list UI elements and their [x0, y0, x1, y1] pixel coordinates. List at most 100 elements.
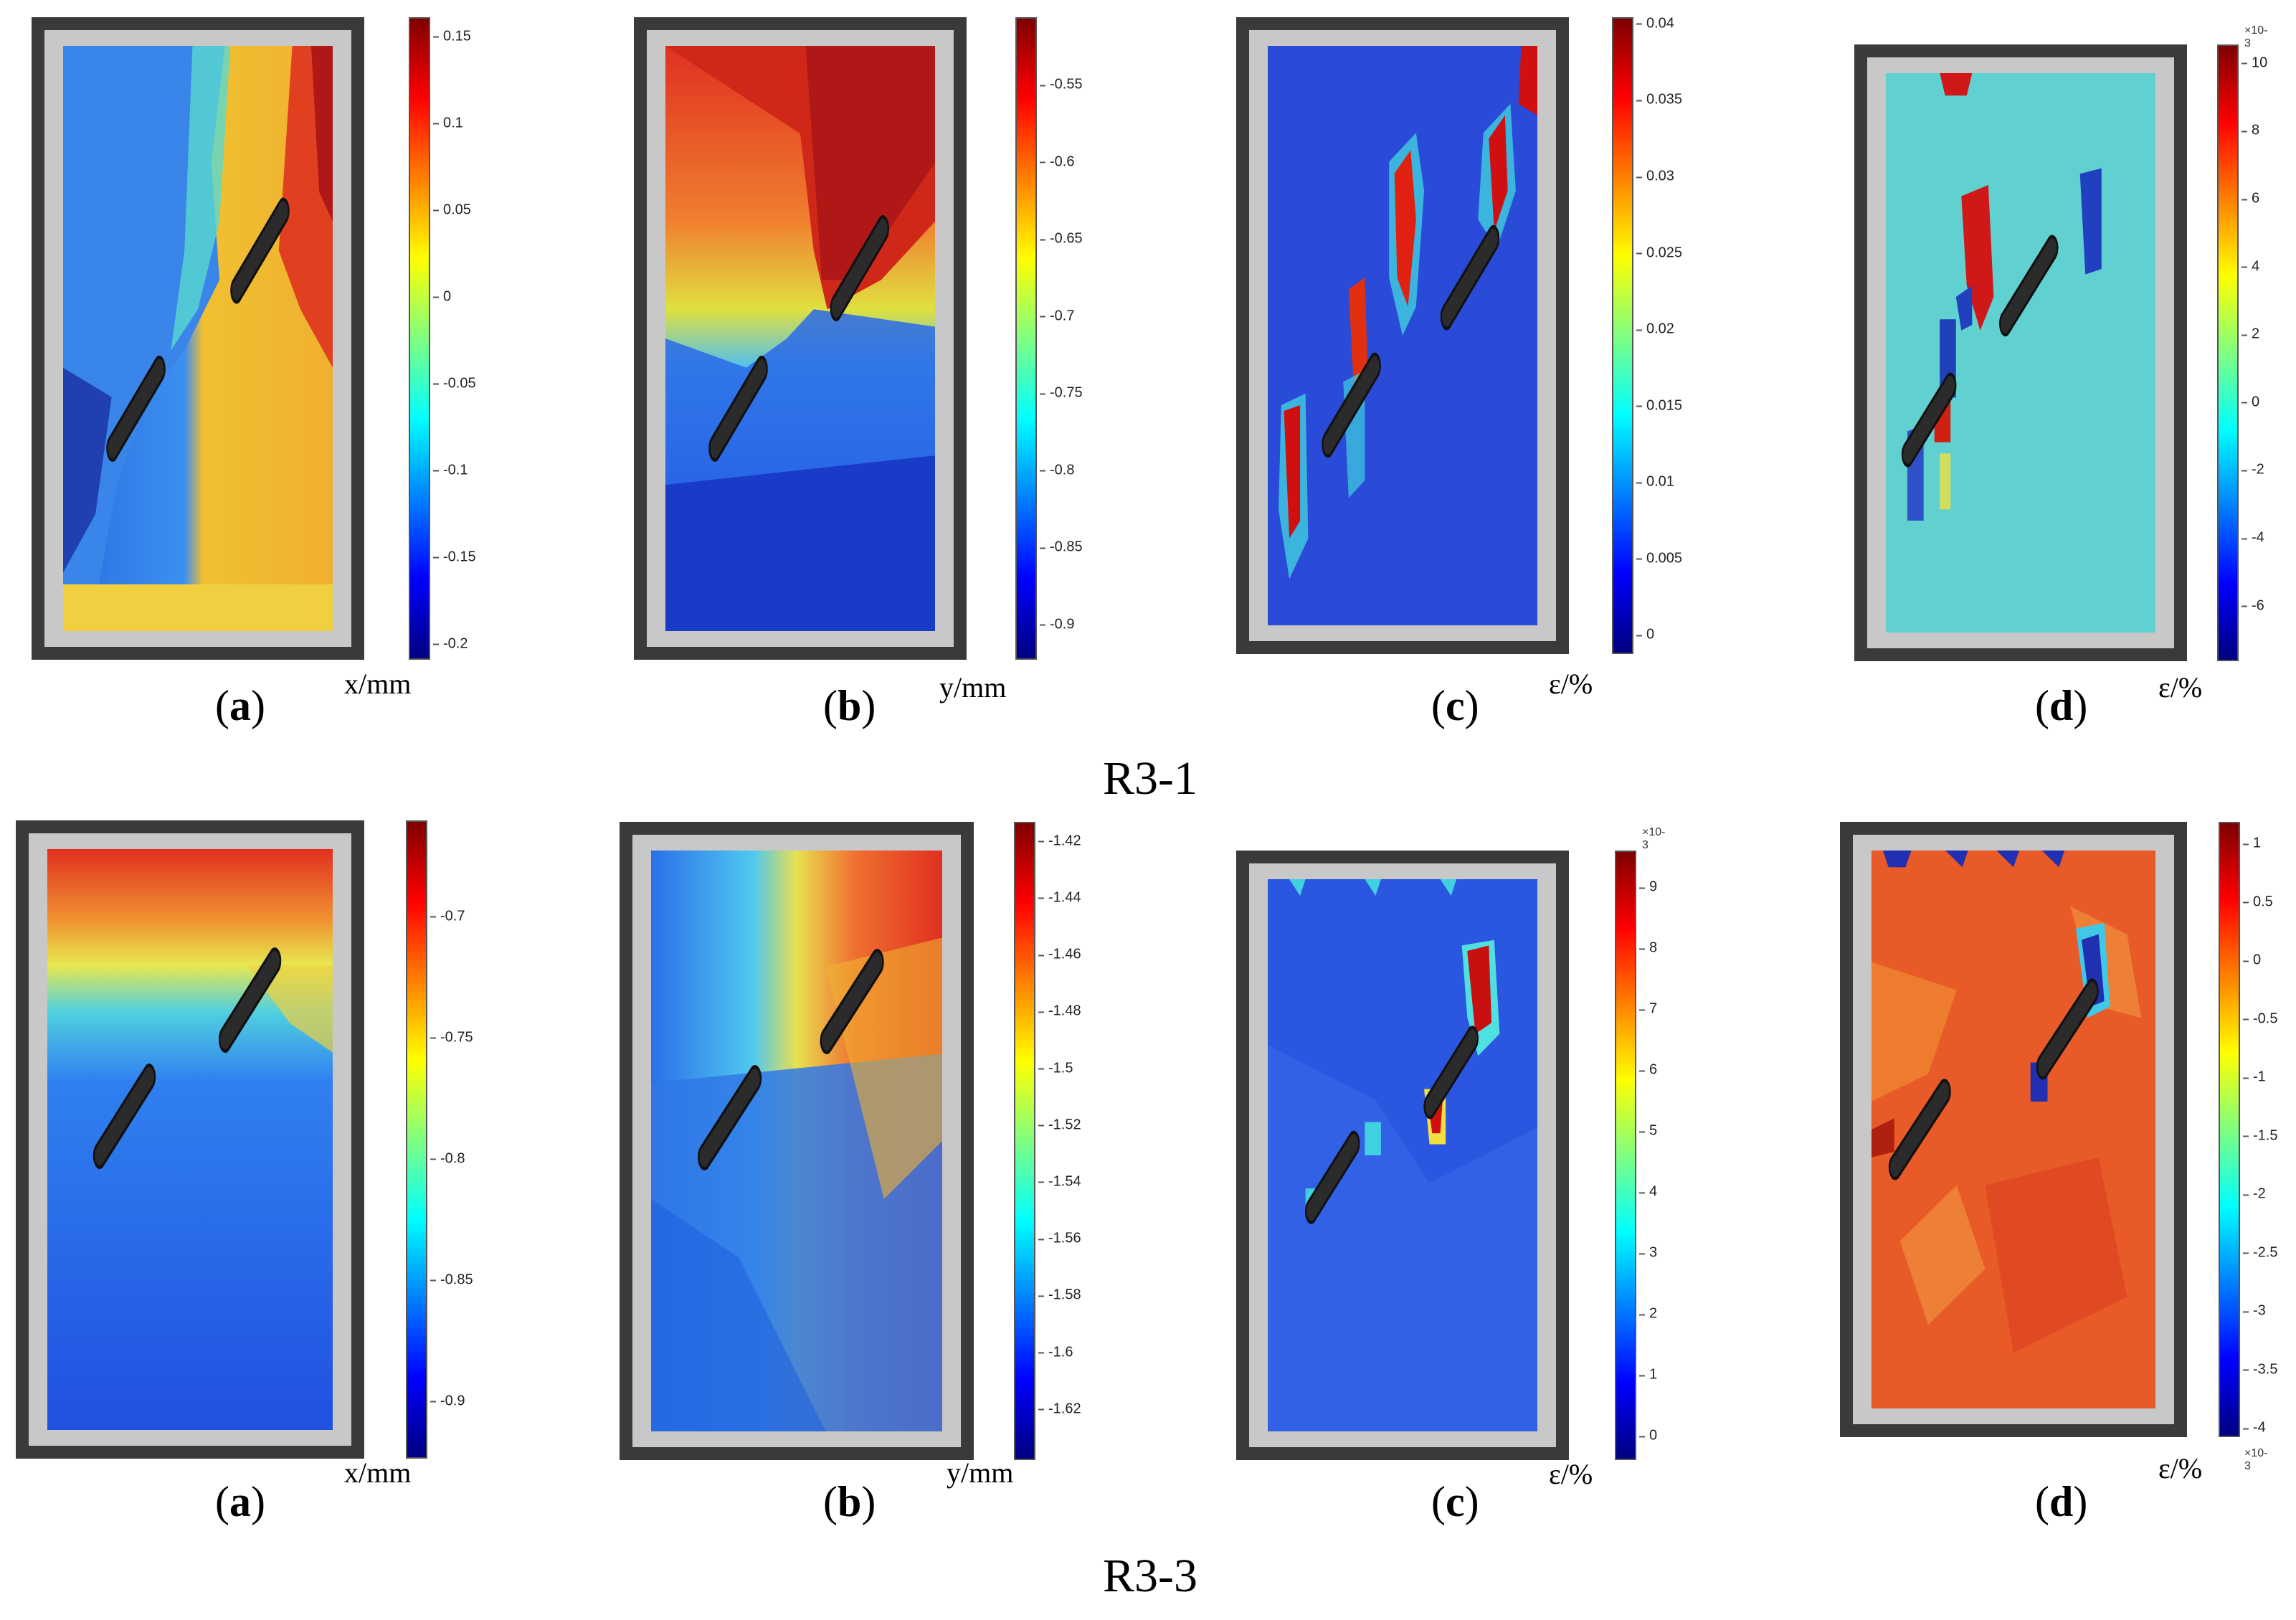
tick-label: 0	[2241, 394, 2260, 410]
r2d-unit: ε/%	[2158, 1452, 2203, 1484]
tick-label: 1	[1638, 1366, 1658, 1383]
tick-label: -4	[2242, 529, 2264, 546]
tick-label: 0.035	[1636, 91, 1683, 108]
r1d-label: (d)	[2035, 682, 2088, 729]
r2d-multiplier: ×10-3	[2244, 1447, 2268, 1472]
tick-label: 0.04	[1636, 15, 1674, 32]
tick-label: -0.9	[430, 1393, 465, 1409]
tick-label: 0.1	[433, 115, 463, 131]
r1d-unit: ε/%	[2158, 671, 2203, 704]
tick-label: -0.9	[1039, 616, 1075, 633]
tick-label: 6	[1638, 1061, 1658, 1078]
tick-label: 4	[1638, 1183, 1658, 1200]
r2a-label: (a)	[215, 1478, 265, 1525]
r2d-specimen-image	[1840, 822, 2187, 1437]
tick-label: 0.01	[1636, 473, 1674, 490]
r2b-label: (b)	[823, 1478, 876, 1525]
tick-label: 2	[2241, 326, 2260, 342]
r2b-unit: y/mm	[947, 1456, 1014, 1489]
r1b-specimen-image	[634, 17, 967, 660]
r2d-label: (d)	[2035, 1478, 2088, 1525]
tick-label: -2.5	[2242, 1244, 2278, 1261]
tick-label: -1.54	[1038, 1173, 1081, 1190]
tick-label: -2	[2242, 461, 2264, 478]
r1d-colorbar	[2217, 44, 2239, 661]
tick-label: 4	[2241, 258, 2260, 275]
tick-label: -2	[2243, 1185, 2266, 1202]
tick-label: 0	[1638, 1427, 1658, 1444]
tick-label: -1.52	[1038, 1117, 1081, 1133]
tick-label: -0.7	[430, 908, 465, 924]
tick-label: 1	[2242, 835, 2262, 851]
tick-label: -4	[2243, 1419, 2266, 1436]
tick-label: -1.56	[1038, 1230, 1081, 1246]
r1a-unit: x/mm	[344, 668, 412, 700]
r1c-unit: ε/%	[1549, 668, 1593, 700]
r1d-specimen-image	[1854, 44, 2187, 661]
r1c-specimen-image	[1236, 17, 1569, 654]
tick-label: 6	[2241, 190, 2260, 207]
tick-label: 0.5	[2243, 894, 2273, 910]
tick-label: 0.05	[433, 202, 471, 218]
tick-label: 0.03	[1636, 168, 1674, 184]
tick-label: -1.6	[1038, 1344, 1073, 1360]
tick-label: 8	[2241, 122, 2260, 138]
tick-label: -0.7	[1039, 308, 1075, 324]
r1a-specimen-image	[32, 17, 364, 660]
tick-label: -6	[2242, 597, 2264, 614]
tick-label: -0.65	[1040, 230, 1083, 247]
tick-label: -1.42	[1038, 833, 1081, 849]
tick-label: 10	[2241, 55, 2268, 71]
tick-label: 7	[1638, 1000, 1658, 1017]
tick-label: 0.02	[1636, 321, 1674, 337]
r2b-colorbar	[1014, 822, 1035, 1460]
tick-label: 5	[1638, 1122, 1658, 1139]
tick-label: -0.6	[1039, 153, 1075, 170]
tick-label: 0	[2242, 952, 2262, 968]
tick-label: -3.5	[2242, 1361, 2278, 1378]
r2c-unit: ε/%	[1549, 1458, 1593, 1490]
r2a-colorbar	[406, 820, 427, 1459]
tick-label: -0.55	[1040, 76, 1083, 93]
tick-label: 8	[1638, 939, 1658, 956]
tick-label: -0.75	[1040, 384, 1083, 401]
tick-label: 0	[432, 288, 452, 305]
r1a-colorbar	[409, 17, 430, 660]
r2c-specimen-image	[1236, 851, 1569, 1460]
tick-label: 3	[1638, 1244, 1658, 1261]
tick-label: -1.46	[1038, 946, 1081, 962]
tick-label: -1.5	[1038, 1060, 1073, 1076]
r2a-specimen-image	[16, 820, 364, 1459]
r1d-multiplier: ×10-3	[2244, 24, 2268, 49]
r1a-label: (a)	[215, 682, 265, 729]
tick-label: -0.85	[430, 1271, 473, 1288]
tick-label: -1	[2243, 1069, 2266, 1085]
tick-label: -0.15	[433, 549, 476, 565]
tick-label: 0.005	[1636, 550, 1683, 567]
r2c-multiplier: ×10-3	[1642, 826, 1666, 851]
r1-title: R3-1	[1103, 752, 1197, 805]
tick-label: -0.8	[1039, 462, 1075, 478]
r1c-colorbar	[1612, 17, 1633, 654]
r2c-label: (c)	[1431, 1478, 1479, 1525]
tick-label: 9	[1638, 878, 1658, 895]
tick-label: -1.62	[1038, 1401, 1081, 1417]
r2d-colorbar	[2219, 822, 2240, 1437]
tick-label: -1.44	[1038, 889, 1081, 906]
tick-label: -0.5	[2242, 1010, 2278, 1027]
tick-label: 0	[1636, 626, 1655, 643]
tick-label: 0.15	[433, 28, 471, 44]
tick-label: -1.48	[1038, 1003, 1081, 1019]
tick-label: -1.5	[2242, 1127, 2278, 1144]
tick-label: 2	[1638, 1305, 1658, 1322]
r1c-label: (c)	[1431, 682, 1479, 729]
r1b-label: (b)	[823, 682, 876, 729]
r1b-colorbar	[1015, 17, 1037, 660]
tick-label: -0.1	[432, 462, 468, 478]
r2-title: R3-3	[1103, 1550, 1197, 1602]
tick-label: -0.05	[433, 375, 476, 392]
r1b-unit: y/mm	[939, 671, 1007, 704]
tick-label: -3	[2243, 1302, 2266, 1319]
tick-label: -0.8	[430, 1150, 465, 1167]
r2b-specimen-image	[620, 822, 974, 1460]
